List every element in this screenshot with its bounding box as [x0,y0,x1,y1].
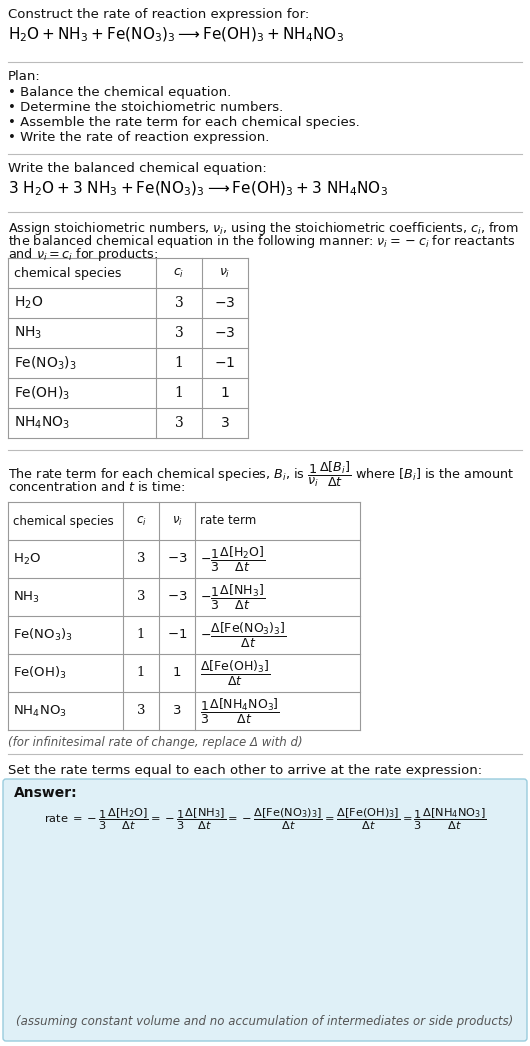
Text: 3: 3 [174,416,183,430]
Text: $\mathrm{NH_3}$: $\mathrm{NH_3}$ [13,590,40,605]
Text: $\mathrm{Fe(OH)_3}$: $\mathrm{Fe(OH)_3}$ [14,384,70,402]
Text: $-3$: $-3$ [214,296,236,310]
Text: $-\dfrac{\Delta[\mathrm{Fe(NO_3)_3}]}{\Delta t}$: $-\dfrac{\Delta[\mathrm{Fe(NO_3)_3}]}{\D… [200,620,287,650]
Text: rate $= -\dfrac{1}{3}\dfrac{\Delta[\mathrm{H_2O}]}{\Delta t}= -\dfrac{1}{3}\dfra: rate $= -\dfrac{1}{3}\dfrac{\Delta[\math… [43,806,487,832]
Text: chemical species: chemical species [13,515,114,527]
Text: $-\dfrac{1}{3}\dfrac{\Delta[\mathrm{NH_3}]}{\Delta t}$: $-\dfrac{1}{3}\dfrac{\Delta[\mathrm{NH_3… [200,583,265,612]
Text: $c_i$: $c_i$ [136,515,146,527]
Text: $\mathrm{Fe(NO_3)_3}$: $\mathrm{Fe(NO_3)_3}$ [13,627,73,643]
Text: $\dfrac{1}{3}\dfrac{\Delta[\mathrm{NH_4NO_3}]}{\Delta t}$: $\dfrac{1}{3}\dfrac{\Delta[\mathrm{NH_4N… [200,697,280,726]
Text: 3: 3 [174,326,183,340]
Text: • Assemble the rate term for each chemical species.: • Assemble the rate term for each chemic… [8,116,360,129]
Text: $1$: $1$ [172,666,182,680]
Text: $1$: $1$ [220,386,230,400]
Text: 3: 3 [174,296,183,310]
Text: Assign stoichiometric numbers, $\nu_i$, using the stoichiometric coefficients, $: Assign stoichiometric numbers, $\nu_i$, … [8,220,519,237]
Text: $\nu_i$: $\nu_i$ [172,515,182,527]
Text: concentration and $t$ is time:: concentration and $t$ is time: [8,480,185,494]
Text: $-1$: $-1$ [214,356,236,370]
Text: $3$: $3$ [220,416,230,430]
Text: rate term: rate term [200,515,256,527]
Text: $\mathrm{NH_4NO_3}$: $\mathrm{NH_4NO_3}$ [14,415,70,431]
Text: 3: 3 [137,591,145,604]
Text: the balanced chemical equation in the following manner: $\nu_i = -c_i$ for react: the balanced chemical equation in the fo… [8,233,515,250]
Text: 1: 1 [137,666,145,680]
Text: $\mathrm{NH_4NO_3}$: $\mathrm{NH_4NO_3}$ [13,704,67,719]
Text: $-3$: $-3$ [214,326,236,340]
Text: $\dfrac{\Delta[\mathrm{Fe(OH)_3}]}{\Delta t}$: $\dfrac{\Delta[\mathrm{Fe(OH)_3}]}{\Delt… [200,659,270,687]
Text: Set the rate terms equal to each other to arrive at the rate expression:: Set the rate terms equal to each other t… [8,764,482,777]
Text: $\mathrm{H_2O}$: $\mathrm{H_2O}$ [13,551,41,567]
Text: $\mathrm{NH_3}$: $\mathrm{NH_3}$ [14,325,42,341]
Text: $\mathrm{H_2O}$: $\mathrm{H_2O}$ [14,295,43,312]
Text: $\mathrm{Fe(NO_3)_3}$: $\mathrm{Fe(NO_3)_3}$ [14,355,77,371]
Text: (assuming constant volume and no accumulation of intermediates or side products): (assuming constant volume and no accumul… [16,1015,514,1028]
Text: Write the balanced chemical equation:: Write the balanced chemical equation: [8,162,267,175]
Text: • Determine the stoichiometric numbers.: • Determine the stoichiometric numbers. [8,101,283,114]
Text: $\nu_i$: $\nu_i$ [219,267,231,279]
Text: 3: 3 [137,552,145,566]
Text: Answer:: Answer: [14,786,77,800]
Text: $\mathrm{Fe(OH)_3}$: $\mathrm{Fe(OH)_3}$ [13,665,67,681]
Text: Construct the rate of reaction expression for:: Construct the rate of reaction expressio… [8,8,309,21]
Text: $-1$: $-1$ [167,629,187,641]
Text: $-\dfrac{1}{3}\dfrac{\Delta[\mathrm{H_2O}]}{\Delta t}$: $-\dfrac{1}{3}\dfrac{\Delta[\mathrm{H_2O… [200,545,266,573]
Text: • Balance the chemical equation.: • Balance the chemical equation. [8,86,231,99]
Text: 3: 3 [137,705,145,718]
Text: The rate term for each chemical species, $B_i$, is $\dfrac{1}{\nu_i}\dfrac{\Delt: The rate term for each chemical species,… [8,460,514,490]
Text: (for infinitesimal rate of change, replace Δ with d): (for infinitesimal rate of change, repla… [8,736,303,749]
Text: $3$: $3$ [172,705,182,718]
Text: and $\nu_i = c_i$ for products:: and $\nu_i = c_i$ for products: [8,246,158,263]
FancyBboxPatch shape [3,779,527,1041]
Text: 1: 1 [137,629,145,641]
Text: Plan:: Plan: [8,70,41,83]
Text: 1: 1 [174,386,183,400]
Text: chemical species: chemical species [14,267,121,279]
Text: $-3$: $-3$ [167,591,187,604]
Text: $c_i$: $c_i$ [173,267,184,279]
Text: $-3$: $-3$ [167,552,187,566]
Text: 1: 1 [174,356,183,370]
Text: $\mathrm{H_2O + NH_3 + Fe(NO_3)_3} \longrightarrow \mathrm{Fe(OH)_3 + NH_4NO_3}$: $\mathrm{H_2O + NH_3 + Fe(NO_3)_3} \long… [8,26,344,44]
Text: • Write the rate of reaction expression.: • Write the rate of reaction expression. [8,131,269,144]
Text: $\mathrm{3\ H_2O + 3\ NH_3 + Fe(NO_3)_3} \longrightarrow \mathrm{Fe(OH)_3 + 3\ N: $\mathrm{3\ H_2O + 3\ NH_3 + Fe(NO_3)_3}… [8,180,388,199]
